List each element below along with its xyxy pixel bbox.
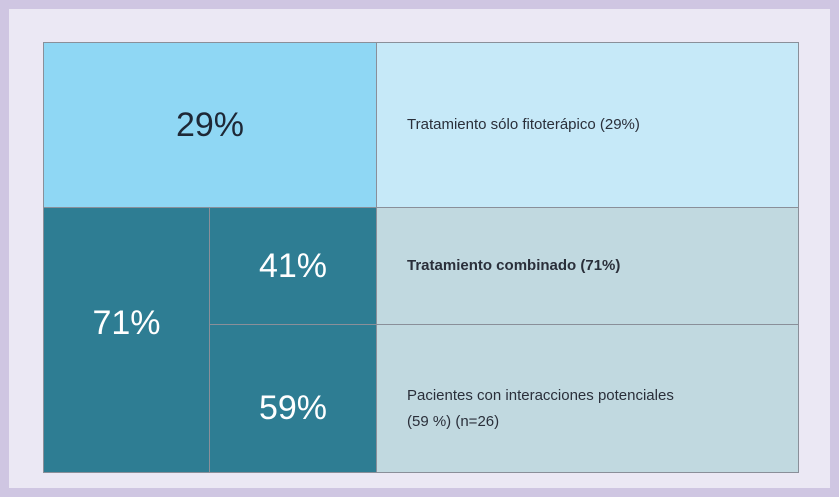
label-cell: Pacientes con interacciones potenciales … — [376, 324, 799, 473]
percent-cell: 71% — [43, 207, 210, 473]
percent-cell: 29% — [43, 42, 377, 208]
label-cell: Tratamiento sólo fitoterápico (29%) — [376, 42, 799, 208]
label-text: Pacientes con interacciones potenciales … — [407, 383, 674, 435]
label-line: Pacientes con interacciones potenciales — [407, 386, 674, 404]
percent-cell: 41% — [209, 207, 377, 325]
label-line: (59 %) (n=26) — [407, 412, 500, 430]
percent-cell: 59% — [209, 324, 377, 473]
label-cell: Tratamiento combinado (71%) — [376, 207, 799, 325]
